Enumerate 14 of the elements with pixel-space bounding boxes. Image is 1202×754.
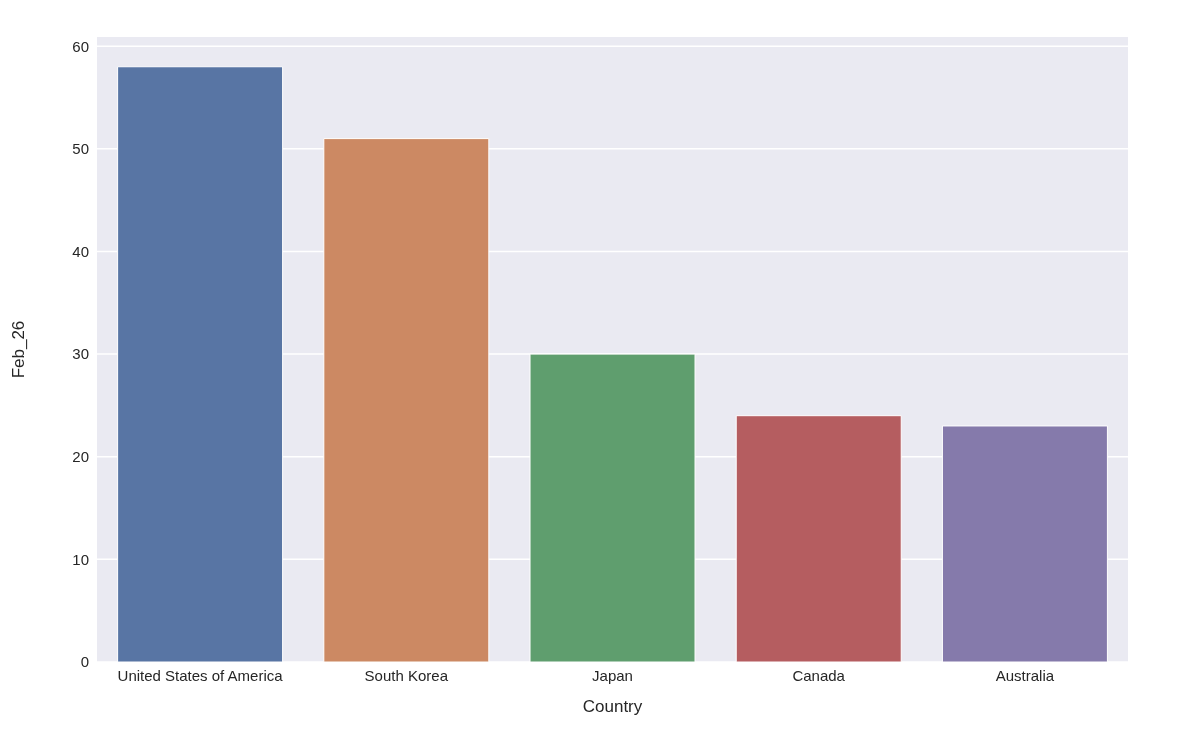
x-tick-label: South Korea — [364, 666, 449, 684]
y-tick-label: 60 — [72, 37, 89, 55]
y-axis-title: Feb_26 — [9, 320, 29, 379]
x-tick-label: Canada — [792, 666, 846, 684]
y-tick-label: 40 — [72, 242, 89, 260]
y-tick-label: 50 — [72, 140, 89, 158]
x-tick-label: United States of America — [117, 666, 284, 684]
y-tick-label: 10 — [72, 550, 89, 568]
x-axis-title: Country — [582, 697, 643, 716]
y-tick-label: 30 — [72, 345, 89, 363]
x-tick-label: Australia — [995, 666, 1055, 684]
y-tick-label: 20 — [72, 448, 89, 466]
x-tick-label: Japan — [592, 666, 633, 684]
y-tick-label: 0 — [80, 653, 89, 671]
